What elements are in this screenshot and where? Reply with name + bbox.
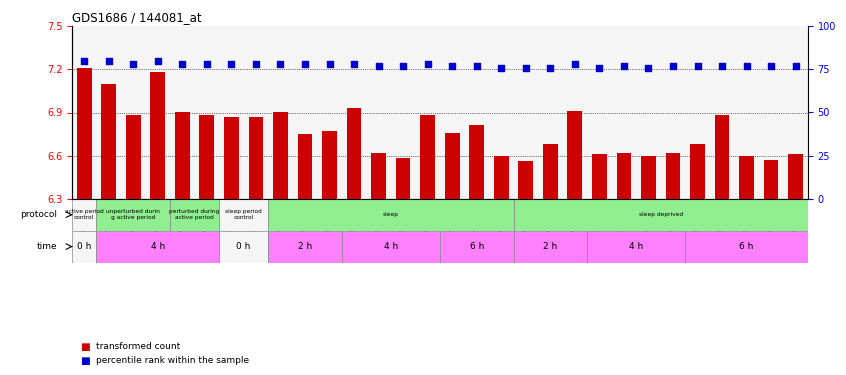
- Text: perturbed during
active period: perturbed during active period: [169, 209, 220, 220]
- Bar: [77, 68, 91, 199]
- Bar: [219, 199, 268, 231]
- Point: [617, 63, 630, 69]
- Bar: [96, 231, 219, 262]
- Bar: [342, 231, 440, 262]
- Text: sleep: sleep: [383, 212, 398, 217]
- Point: [273, 61, 287, 67]
- Bar: [371, 153, 386, 199]
- Point: [322, 61, 336, 67]
- Bar: [175, 112, 190, 199]
- Bar: [72, 199, 96, 231]
- Text: ■: ■: [80, 356, 91, 366]
- Bar: [568, 111, 582, 199]
- Point: [470, 63, 483, 69]
- Text: time: time: [36, 242, 58, 251]
- Point: [102, 58, 115, 64]
- Bar: [268, 199, 514, 231]
- Bar: [322, 131, 337, 199]
- Bar: [102, 84, 116, 199]
- Point: [347, 61, 360, 67]
- Text: 2 h: 2 h: [298, 242, 312, 251]
- Text: ■: ■: [80, 342, 91, 352]
- Bar: [72, 231, 96, 262]
- Bar: [126, 116, 140, 199]
- Bar: [617, 153, 631, 199]
- Bar: [396, 159, 410, 199]
- Bar: [268, 231, 342, 262]
- Point: [690, 63, 704, 69]
- Text: 0 h: 0 h: [237, 242, 250, 251]
- Text: GDS1686 / 144081_at: GDS1686 / 144081_at: [72, 11, 201, 24]
- Point: [126, 61, 140, 67]
- Bar: [347, 108, 361, 199]
- Bar: [666, 153, 680, 199]
- Point: [666, 63, 679, 69]
- Text: active period
control: active period control: [65, 209, 103, 220]
- Bar: [494, 156, 508, 199]
- Bar: [170, 199, 219, 231]
- Bar: [788, 154, 803, 199]
- Text: 4 h: 4 h: [151, 242, 165, 251]
- Bar: [641, 156, 656, 199]
- Bar: [440, 231, 514, 262]
- Point: [739, 63, 753, 69]
- Point: [641, 64, 655, 70]
- Point: [494, 64, 508, 70]
- Text: protocol: protocol: [20, 210, 58, 219]
- Text: 2 h: 2 h: [543, 242, 558, 251]
- Bar: [96, 199, 170, 231]
- Point: [519, 64, 532, 70]
- Bar: [543, 144, 558, 199]
- Point: [715, 63, 728, 69]
- Point: [200, 61, 213, 67]
- Point: [224, 61, 239, 67]
- Text: transformed count: transformed count: [96, 342, 180, 351]
- Text: sleep deprived: sleep deprived: [639, 212, 683, 217]
- Point: [371, 63, 385, 69]
- Bar: [224, 117, 239, 199]
- Bar: [298, 134, 312, 199]
- Point: [568, 61, 581, 67]
- Text: 6 h: 6 h: [470, 242, 484, 251]
- Point: [592, 64, 606, 70]
- Point: [175, 61, 189, 67]
- Bar: [151, 72, 165, 199]
- Point: [396, 63, 409, 69]
- Text: 4 h: 4 h: [384, 242, 398, 251]
- Bar: [690, 144, 705, 199]
- Bar: [445, 133, 459, 199]
- Point: [764, 63, 777, 69]
- Text: unperturbed durin
g active period: unperturbed durin g active period: [107, 209, 160, 220]
- Text: 0 h: 0 h: [77, 242, 91, 251]
- Text: percentile rank within the sample: percentile rank within the sample: [96, 356, 249, 365]
- Bar: [685, 231, 808, 262]
- Text: 6 h: 6 h: [739, 242, 754, 251]
- Bar: [514, 231, 587, 262]
- Point: [151, 58, 164, 64]
- Bar: [470, 126, 484, 199]
- Text: 4 h: 4 h: [629, 242, 643, 251]
- Bar: [514, 199, 808, 231]
- Point: [77, 58, 91, 64]
- Bar: [219, 231, 268, 262]
- Bar: [592, 154, 607, 199]
- Bar: [420, 116, 435, 199]
- Point: [298, 61, 311, 67]
- Bar: [249, 117, 263, 199]
- Bar: [273, 112, 288, 199]
- Bar: [764, 160, 778, 199]
- Point: [543, 64, 557, 70]
- Bar: [519, 161, 533, 199]
- Point: [249, 61, 262, 67]
- Bar: [200, 116, 214, 199]
- Point: [445, 63, 459, 69]
- Bar: [715, 116, 729, 199]
- Point: [788, 63, 802, 69]
- Point: [420, 61, 435, 67]
- Text: sleep period
control: sleep period control: [225, 209, 262, 220]
- Bar: [587, 231, 685, 262]
- Bar: [739, 156, 754, 199]
